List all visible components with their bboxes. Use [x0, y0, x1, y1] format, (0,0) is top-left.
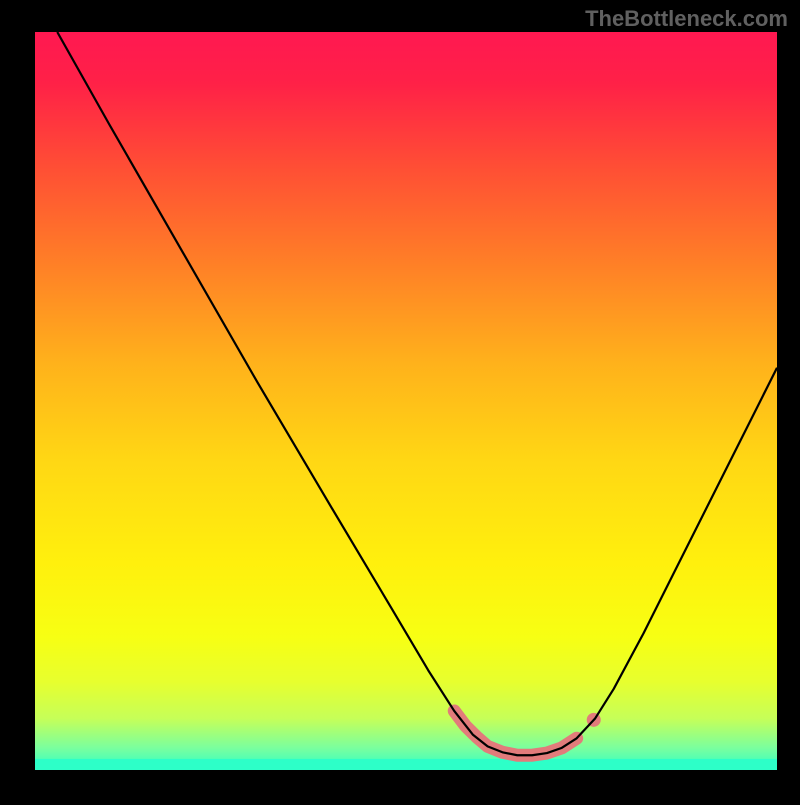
plot-background-gradient — [35, 32, 777, 770]
bottleneck-chart — [0, 0, 800, 800]
chart-container: TheBottleneck.com — [0, 0, 800, 800]
watermark-text: TheBottleneck.com — [585, 6, 788, 32]
